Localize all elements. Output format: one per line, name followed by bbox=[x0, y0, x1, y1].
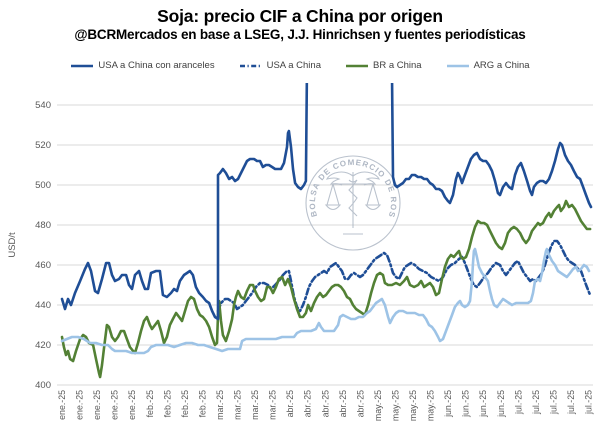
y-tick-label: 500 bbox=[35, 180, 51, 191]
x-tick-label: may.-25 bbox=[390, 390, 400, 421]
x-tick-label: mar.-25 bbox=[233, 390, 243, 420]
legend-item-usa-con-aranceles: USA a China con aranceles bbox=[70, 60, 215, 71]
legend-label: USA a China bbox=[266, 60, 321, 71]
x-tick-label: jun.-25 bbox=[496, 390, 506, 418]
legend-label: USA a China con aranceles bbox=[98, 60, 215, 71]
y-tick-label: 540 bbox=[35, 100, 51, 111]
x-tick-label: feb.-25 bbox=[197, 390, 207, 417]
legend-label: ARG a China bbox=[473, 60, 530, 71]
legend-swatch-green bbox=[346, 64, 368, 67]
watermark-text: BOLSA DE COMERCIO DE ROSARIO bbox=[0, 0, 398, 219]
x-tick-label: abr.-25 bbox=[338, 390, 348, 417]
legend-swatch-light-blue bbox=[446, 64, 469, 67]
x-tick-label: jul.-25 bbox=[513, 390, 523, 415]
x-tick-label: abr.-25 bbox=[320, 390, 330, 417]
x-tick-label: jun.-25 bbox=[478, 390, 488, 418]
series-line-usa-a-china bbox=[216, 239, 592, 313]
x-tick-label: may.-25 bbox=[426, 390, 436, 421]
legend-swatch-dashed-blue bbox=[239, 64, 262, 67]
series-layer bbox=[60, 83, 593, 379]
y-tick-label: 520 bbox=[35, 140, 51, 151]
legend-label: BR a China bbox=[373, 60, 422, 71]
x-tick-label: abr.-25 bbox=[303, 390, 313, 417]
y-tick-label: 460 bbox=[35, 260, 51, 271]
x-tick-label: mar.-25 bbox=[250, 390, 260, 420]
x-tick-label: may.-25 bbox=[408, 390, 418, 421]
axis-layer: 400 420 440 460 480 500 520 540 ene.-25 ene.-25 en… bbox=[35, 100, 593, 421]
y-axis-title: USD/t bbox=[7, 232, 18, 258]
legend-item-br: BR a China bbox=[345, 60, 422, 71]
x-tick-label: mar.-25 bbox=[268, 390, 278, 420]
y-tick-label: 420 bbox=[35, 340, 51, 351]
x-tick-label: ene.-25 bbox=[75, 390, 85, 420]
y-tick-label: 480 bbox=[35, 220, 51, 231]
x-tick-label: feb.-25 bbox=[162, 390, 172, 417]
x-tick-label: jun.-25 bbox=[461, 390, 471, 418]
series-line-usa-a-china-con-aranceles bbox=[60, 83, 593, 321]
series-line-br-a-china bbox=[60, 199, 592, 379]
x-tick-label: ene.-25 bbox=[127, 390, 137, 420]
x-tick-label: jul.-25 bbox=[548, 390, 558, 415]
legend: USA a China con aranceles USA a China BR… bbox=[0, 60, 600, 71]
legend-swatch-solid-blue bbox=[71, 64, 94, 67]
x-tick-label: ene.-25 bbox=[110, 390, 120, 420]
y-tick-label: 400 bbox=[35, 380, 51, 391]
y-tick-label: 440 bbox=[35, 300, 51, 311]
series-line-arg-a-china bbox=[60, 247, 591, 355]
x-tick-label: feb.-25 bbox=[145, 390, 155, 417]
x-tick-label: ene.-25 bbox=[92, 390, 102, 420]
legend-item-usa: USA a China bbox=[239, 60, 321, 71]
legend-item-arg: ARG a China bbox=[446, 60, 530, 71]
x-tick-label: jul.-25 bbox=[531, 390, 541, 415]
x-tick-label: jul.-25 bbox=[584, 390, 594, 415]
x-tick-label: may.-25 bbox=[373, 390, 383, 421]
x-tick-label: abr.-25 bbox=[285, 390, 295, 417]
x-tick-label: abr.-25 bbox=[355, 390, 365, 417]
caduceus-icon bbox=[324, 171, 382, 235]
x-tick-label: ene.-25 bbox=[57, 390, 67, 420]
x-tick-label: mar.-25 bbox=[215, 390, 225, 420]
watermark-seal: BOLSA DE COMERCIO DE ROSARIO bbox=[0, 0, 401, 251]
chart-title: Soja: precio CIF a China por origen bbox=[157, 6, 443, 26]
x-tick-label: jul.-25 bbox=[566, 390, 576, 415]
x-tick-label: feb.-25 bbox=[180, 390, 190, 417]
chart-subtitle: @BCRMercados en base a LSEG, J.J. Hinric… bbox=[74, 27, 526, 42]
x-tick-label: jun.-25 bbox=[443, 390, 453, 418]
